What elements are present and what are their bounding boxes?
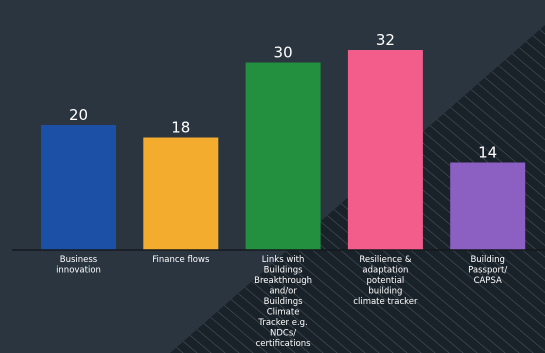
category-label-line: climate tracker bbox=[353, 297, 418, 307]
bar-3 bbox=[245, 62, 321, 250]
bar-5 bbox=[450, 162, 526, 250]
bars-layer bbox=[41, 50, 526, 250]
category-label-2: Finance flows bbox=[152, 255, 210, 265]
category-label-line: adaptation bbox=[362, 266, 408, 276]
category-label-line: Breakthrough bbox=[254, 276, 312, 286]
bar-4 bbox=[347, 50, 423, 250]
category-label-line: innovation bbox=[56, 266, 101, 276]
bar-2 bbox=[143, 137, 219, 250]
category-label-3: Links with Buildings Breakthrough and/or Bui… bbox=[254, 255, 312, 349]
category-label-line: building bbox=[368, 287, 402, 297]
bar-1 bbox=[41, 125, 116, 250]
category-label-line: Climate bbox=[267, 308, 300, 318]
value-label-5: 14 bbox=[478, 144, 497, 162]
category-label-line: CAPSA bbox=[474, 276, 502, 286]
category-label-4: Resilience & adaptation potential building c… bbox=[353, 255, 418, 307]
category-label-line: Buildings bbox=[264, 266, 303, 276]
category-label-line: Passport/ bbox=[468, 266, 507, 276]
category-label-line: Tracker e.g. bbox=[257, 318, 307, 328]
category-label-line: potential bbox=[366, 276, 404, 286]
value-label-2: 18 bbox=[171, 119, 190, 137]
category-label-line: Business bbox=[60, 255, 98, 265]
value-label-4: 32 bbox=[376, 31, 395, 49]
category-label-line: Links with bbox=[262, 255, 305, 265]
category-label-line: Building bbox=[470, 255, 504, 265]
value-label-3: 30 bbox=[274, 44, 293, 62]
category-label-5: Building Passport/CAPSA bbox=[468, 255, 507, 286]
category-label-1: Business innovation bbox=[56, 255, 101, 276]
labels-layer: 20 Business innovation 18 Finance flows 30 Lin… bbox=[56, 31, 507, 349]
category-label-line: Finance flows bbox=[152, 255, 210, 265]
category-label-line: Resilience & bbox=[359, 255, 411, 265]
category-label-line: and/or bbox=[269, 287, 297, 297]
category-label-line: Buildings bbox=[264, 297, 303, 307]
category-label-line: certifications bbox=[256, 339, 312, 349]
value-label-1: 20 bbox=[69, 106, 88, 124]
category-label-line: NDCs/ bbox=[270, 329, 296, 339]
